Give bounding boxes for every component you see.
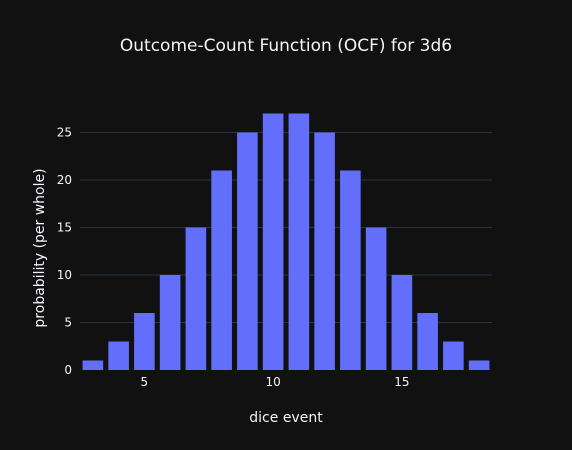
- bar[interactable]: [237, 132, 258, 370]
- x-tick-label: 15: [394, 375, 409, 389]
- bar[interactable]: [443, 341, 464, 370]
- chart-title: Outcome-Count Function (OCF) for 3d6: [120, 36, 452, 56]
- y-axis-title: probability (per whole): [32, 168, 48, 327]
- bar[interactable]: [211, 170, 232, 370]
- y-tick-label: 20: [57, 173, 72, 187]
- y-tick-label: 10: [57, 268, 72, 282]
- bar[interactable]: [365, 227, 387, 370]
- bar[interactable]: [108, 341, 129, 370]
- bar[interactable]: [288, 113, 310, 370]
- bar[interactable]: [159, 274, 181, 370]
- bar[interactable]: [314, 132, 335, 370]
- x-axis-title: dice event: [249, 410, 323, 426]
- x-tick-label: 5: [141, 375, 149, 389]
- y-axis-ticks: 0 5 10 15 20 25: [57, 125, 72, 377]
- x-axis-ticks: 5 10 15: [141, 375, 410, 389]
- bar[interactable]: [340, 170, 361, 370]
- x-tick-label: 10: [265, 375, 280, 389]
- y-tick-label: 5: [64, 315, 72, 329]
- bar[interactable]: [262, 113, 284, 370]
- bars: [82, 113, 490, 370]
- bar[interactable]: [134, 312, 155, 370]
- grid-lines: [80, 131, 492, 323]
- y-tick-label: 25: [57, 125, 72, 139]
- bar[interactable]: [391, 274, 413, 370]
- bar[interactable]: [468, 360, 490, 370]
- y-tick-label: 15: [57, 220, 72, 234]
- bar[interactable]: [185, 227, 207, 370]
- bar[interactable]: [417, 312, 438, 370]
- bar[interactable]: [82, 360, 104, 370]
- y-tick-label: 0: [64, 363, 72, 377]
